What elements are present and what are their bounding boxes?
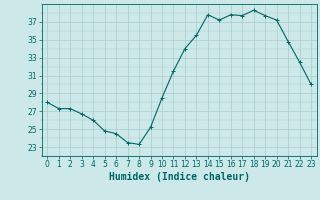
X-axis label: Humidex (Indice chaleur): Humidex (Indice chaleur) [109, 172, 250, 182]
